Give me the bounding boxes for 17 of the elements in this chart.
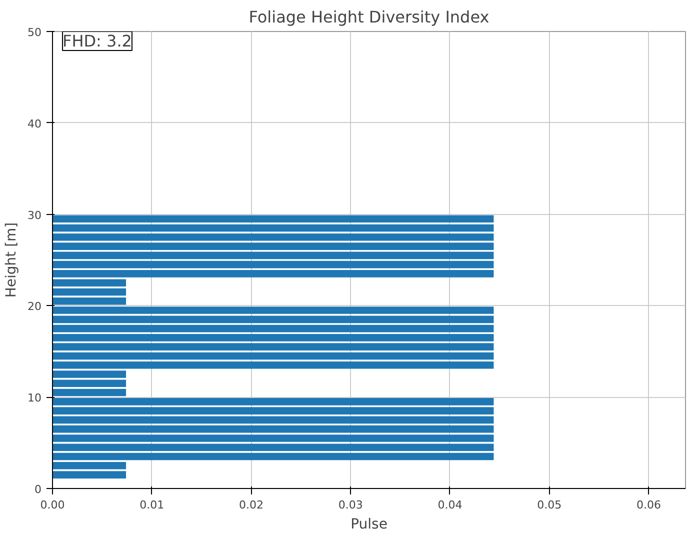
y-tick-label: 30 <box>28 208 42 222</box>
x-tick-label: 0.05 <box>537 498 562 512</box>
y-tick-label: 20 <box>28 300 42 314</box>
x-tick-label: 0.03 <box>338 498 363 512</box>
y-tick-label: 50 <box>28 26 42 39</box>
x-axis-title: Pulse <box>350 516 388 532</box>
y-tick-label: 0 <box>34 483 42 496</box>
x-tick-label: 0.06 <box>636 498 661 512</box>
y-tick-label: 10 <box>28 392 42 405</box>
annotation: FHD: 3.2 <box>62 32 132 50</box>
x-tick-label: 0.00 <box>40 498 65 512</box>
x-tick-label: 0.02 <box>239 498 264 512</box>
chart-title: Foliage Height Diversity Index <box>248 8 490 26</box>
x-tick-label: 0.04 <box>438 498 462 512</box>
y-tick-label: 40 <box>28 117 42 130</box>
x-tick-label: 0.01 <box>140 498 164 512</box>
y-axis-title: Height [m] <box>4 222 20 298</box>
